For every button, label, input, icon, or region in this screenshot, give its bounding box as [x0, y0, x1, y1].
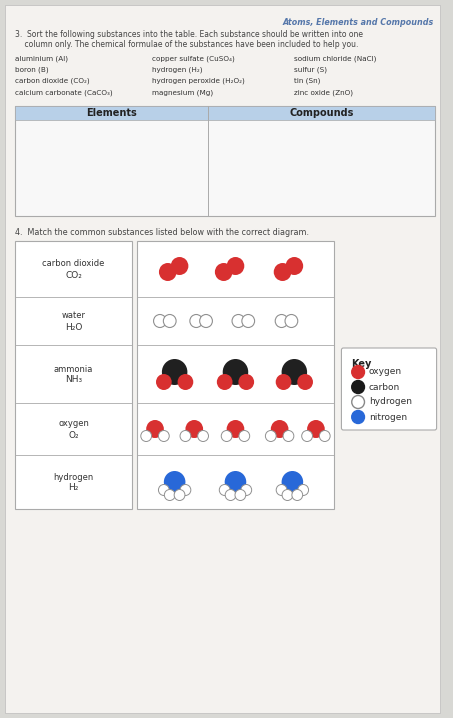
Text: 3.  Sort the following substances into the table. Each substance should be writt: 3. Sort the following substances into th…: [14, 30, 363, 39]
Circle shape: [285, 257, 303, 275]
Text: H₂O: H₂O: [65, 322, 82, 332]
Circle shape: [302, 431, 313, 442]
Circle shape: [171, 257, 188, 275]
Text: sulfur (S): sulfur (S): [294, 67, 328, 73]
Circle shape: [225, 471, 246, 493]
Circle shape: [307, 420, 325, 438]
Text: aluminium (Al): aluminium (Al): [14, 55, 67, 62]
Circle shape: [238, 374, 254, 390]
Circle shape: [164, 314, 176, 327]
Circle shape: [185, 420, 203, 438]
Text: hydrogen: hydrogen: [369, 398, 412, 406]
Circle shape: [180, 485, 191, 495]
Circle shape: [352, 411, 365, 424]
Text: nitrogen: nitrogen: [369, 413, 407, 421]
Bar: [137, 241, 333, 509]
Circle shape: [225, 490, 236, 500]
Text: sodium chloride (NaCl): sodium chloride (NaCl): [294, 55, 377, 62]
Bar: [14, 106, 434, 216]
Circle shape: [241, 485, 252, 495]
Text: carbon dioxide: carbon dioxide: [43, 259, 105, 269]
Circle shape: [146, 420, 164, 438]
Text: zinc oxide (ZnO): zinc oxide (ZnO): [294, 90, 353, 96]
Circle shape: [217, 374, 232, 390]
Circle shape: [200, 314, 212, 327]
Circle shape: [319, 431, 330, 442]
Text: O₂: O₂: [68, 431, 79, 439]
Text: tin (Sn): tin (Sn): [294, 78, 321, 85]
Circle shape: [141, 431, 152, 442]
Text: Key: Key: [351, 359, 371, 369]
Circle shape: [180, 431, 191, 442]
Circle shape: [159, 263, 177, 281]
Text: NH₃: NH₃: [65, 376, 82, 385]
Text: hydrogen: hydrogen: [53, 472, 94, 482]
Circle shape: [164, 490, 175, 500]
Circle shape: [352, 381, 365, 393]
Circle shape: [352, 396, 365, 409]
Circle shape: [282, 490, 293, 500]
Text: copper sulfate (CuSO₄): copper sulfate (CuSO₄): [152, 55, 235, 62]
Bar: [208, 106, 434, 120]
Circle shape: [159, 485, 169, 495]
Circle shape: [215, 263, 232, 281]
Circle shape: [271, 420, 289, 438]
Text: water: water: [62, 312, 86, 320]
Circle shape: [292, 490, 303, 500]
Text: H₂: H₂: [68, 483, 79, 493]
Circle shape: [276, 485, 287, 495]
Circle shape: [156, 374, 172, 390]
Circle shape: [285, 314, 298, 327]
Circle shape: [283, 431, 294, 442]
Circle shape: [226, 257, 244, 275]
Circle shape: [226, 420, 244, 438]
Text: oxygen: oxygen: [369, 368, 402, 376]
Circle shape: [223, 359, 248, 385]
Circle shape: [276, 374, 291, 390]
Bar: [14, 241, 132, 509]
Circle shape: [239, 431, 250, 442]
Circle shape: [232, 314, 245, 327]
Text: CO₂: CO₂: [65, 271, 82, 279]
Circle shape: [298, 485, 308, 495]
Text: calcium carbonate (CaCO₃): calcium carbonate (CaCO₃): [14, 90, 112, 96]
Circle shape: [178, 374, 193, 390]
Text: ammonia: ammonia: [54, 365, 93, 373]
Text: 4.  Match the common substances listed below with the correct diagram.: 4. Match the common substances listed be…: [14, 228, 308, 237]
Circle shape: [198, 431, 208, 442]
Circle shape: [274, 263, 291, 281]
Text: carbon: carbon: [369, 383, 400, 391]
Circle shape: [174, 490, 185, 500]
Circle shape: [242, 314, 255, 327]
Bar: [14, 106, 208, 120]
Circle shape: [282, 471, 303, 493]
Circle shape: [219, 485, 230, 495]
Text: hydrogen peroxide (H₂O₂): hydrogen peroxide (H₂O₂): [152, 78, 245, 85]
Circle shape: [297, 374, 313, 390]
Text: oxygen: oxygen: [58, 419, 89, 429]
Text: magnesium (Mg): magnesium (Mg): [152, 90, 213, 96]
Circle shape: [162, 359, 188, 385]
Circle shape: [221, 431, 232, 442]
Circle shape: [265, 431, 276, 442]
Circle shape: [275, 314, 288, 327]
Text: Atoms, Elements and Compounds: Atoms, Elements and Compounds: [282, 18, 434, 27]
FancyBboxPatch shape: [342, 348, 437, 430]
Text: hydrogen (H₂): hydrogen (H₂): [152, 67, 202, 73]
Circle shape: [235, 490, 246, 500]
Circle shape: [154, 314, 166, 327]
Text: Compounds: Compounds: [289, 108, 353, 118]
Text: Elements: Elements: [86, 108, 137, 118]
Circle shape: [159, 431, 169, 442]
Circle shape: [282, 359, 307, 385]
Text: column only. The chemical formulae of the substances have been included to help : column only. The chemical formulae of th…: [14, 40, 358, 49]
Text: boron (B): boron (B): [14, 67, 48, 73]
Circle shape: [164, 471, 185, 493]
Text: carbon dioxide (CO₂): carbon dioxide (CO₂): [14, 78, 89, 85]
Circle shape: [352, 365, 365, 378]
Circle shape: [190, 314, 202, 327]
